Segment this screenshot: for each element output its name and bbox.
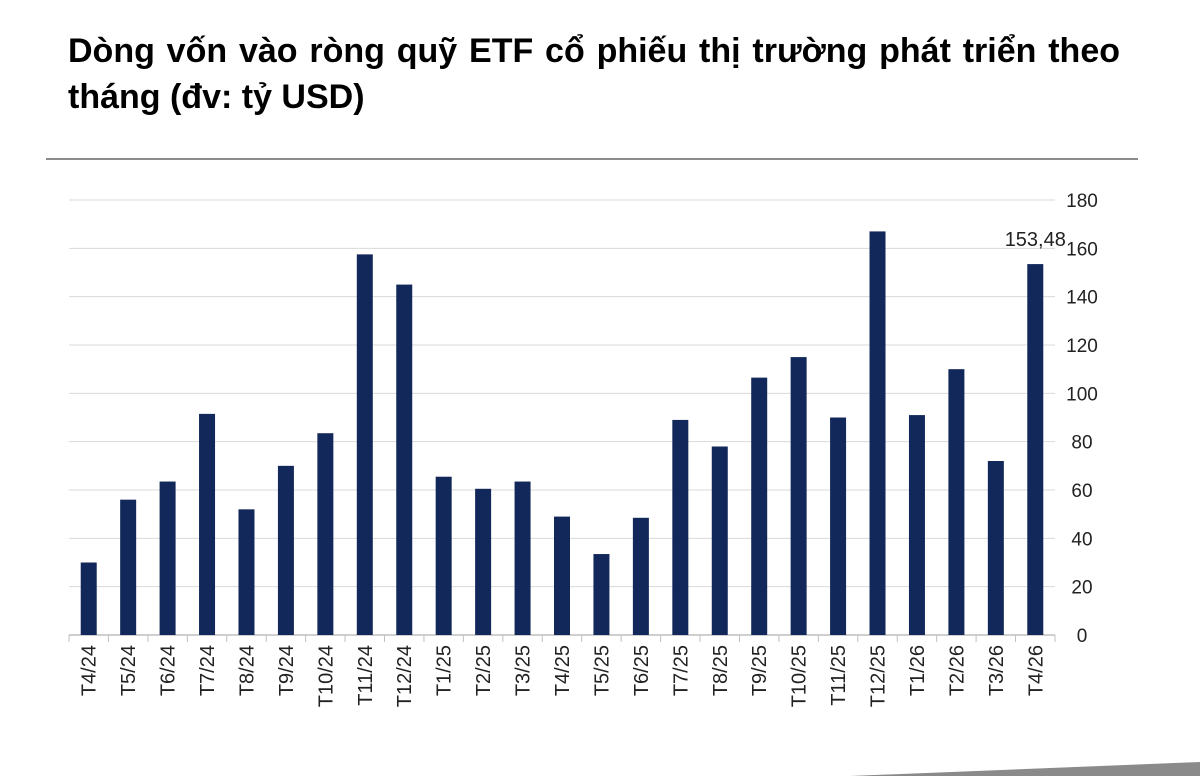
x-tick-label: T8/24 (236, 645, 258, 696)
bar (593, 554, 610, 635)
x-tick-label: T10/25 (789, 645, 811, 707)
bar (396, 284, 413, 635)
bar (751, 377, 768, 635)
x-tick-label: T6/24 (158, 645, 180, 696)
y-tick-label: 40 (1071, 529, 1092, 550)
x-tick-label: T7/25 (670, 645, 692, 696)
bar (514, 481, 531, 635)
bars (80, 231, 1044, 635)
bar (987, 461, 1004, 635)
bar (908, 415, 925, 635)
x-tick-label: T6/25 (631, 645, 653, 696)
x-tick-label: T8/25 (710, 645, 732, 696)
y-tick-label: 80 (1071, 433, 1092, 454)
chart-title: Dòng vốn vào ròng quỹ ETF cổ phiếu thị t… (68, 32, 1120, 116)
gridlines (69, 199, 1055, 636)
bar (948, 369, 965, 635)
bar (632, 517, 649, 635)
bar (554, 516, 570, 635)
x-tick-label: T2/25 (473, 645, 495, 696)
bar (199, 413, 216, 635)
x-tick-label: T10/24 (315, 645, 337, 707)
bar (475, 488, 492, 635)
data-label: 153,48 (1005, 229, 1066, 251)
x-tick-label: T5/25 (591, 645, 613, 696)
y-tick-label: 0 (1077, 626, 1088, 647)
y-axis-ticks: 0 20 40 60 80 100 120 140 160 180 (1066, 191, 1098, 647)
x-tick-label: T4/26 (1025, 645, 1047, 696)
bar (672, 419, 689, 635)
y-tick-label: 20 (1071, 578, 1092, 599)
x-axis-ticks: T4/24 T5/24 T6/24 T7/24 T8/24 T9/24 T10/24 T11/… (68, 635, 1056, 707)
bar (80, 562, 97, 635)
y-tick-label: 60 (1071, 481, 1092, 502)
y-tick-label: 160 (1066, 239, 1098, 260)
x-tick-label: T4/25 (552, 645, 574, 696)
x-tick-label: T1/25 (434, 645, 456, 696)
x-tick-label: T3/26 (986, 645, 1008, 696)
title-divider (46, 158, 1138, 160)
bar (238, 509, 255, 635)
x-tick-label: T9/25 (749, 645, 771, 696)
bar (120, 499, 137, 635)
bar (159, 481, 176, 635)
bar (317, 433, 334, 635)
bar (790, 357, 807, 635)
x-tick-label: T7/24 (197, 645, 219, 696)
x-tick-label: T12/25 (868, 645, 890, 707)
y-tick-label: 120 (1066, 336, 1098, 357)
x-tick-label: T2/26 (946, 645, 968, 696)
x-tick-label: T12/24 (394, 645, 416, 707)
y-tick-label: 100 (1066, 384, 1098, 405)
bar (356, 254, 373, 635)
bar (830, 417, 847, 635)
bar (277, 465, 294, 635)
x-tick-label: T11/25 (828, 645, 850, 706)
bar (435, 476, 452, 635)
x-tick-label: T9/24 (276, 645, 298, 696)
x-tick-label: T11/24 (355, 645, 377, 706)
x-tick-label: T4/24 (79, 645, 101, 696)
bar (869, 231, 886, 635)
x-tick-label: T3/25 (513, 645, 535, 696)
x-tick-label: T5/24 (118, 645, 140, 696)
x-tick-label: T1/26 (907, 645, 929, 696)
y-tick-label: 180 (1066, 191, 1098, 212)
y-tick-label: 140 (1066, 288, 1098, 309)
bar (1027, 264, 1044, 635)
bar (711, 446, 728, 635)
data-labels: 153,48 (1005, 229, 1066, 251)
